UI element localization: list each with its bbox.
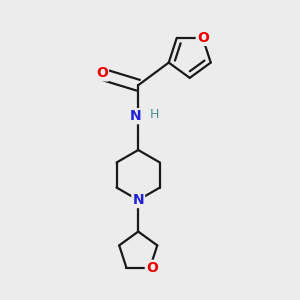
Text: N: N bbox=[132, 193, 144, 207]
Text: N: N bbox=[130, 109, 142, 123]
Text: O: O bbox=[197, 31, 209, 45]
Text: O: O bbox=[96, 66, 108, 80]
Text: O: O bbox=[146, 261, 158, 275]
Text: H: H bbox=[150, 109, 159, 122]
